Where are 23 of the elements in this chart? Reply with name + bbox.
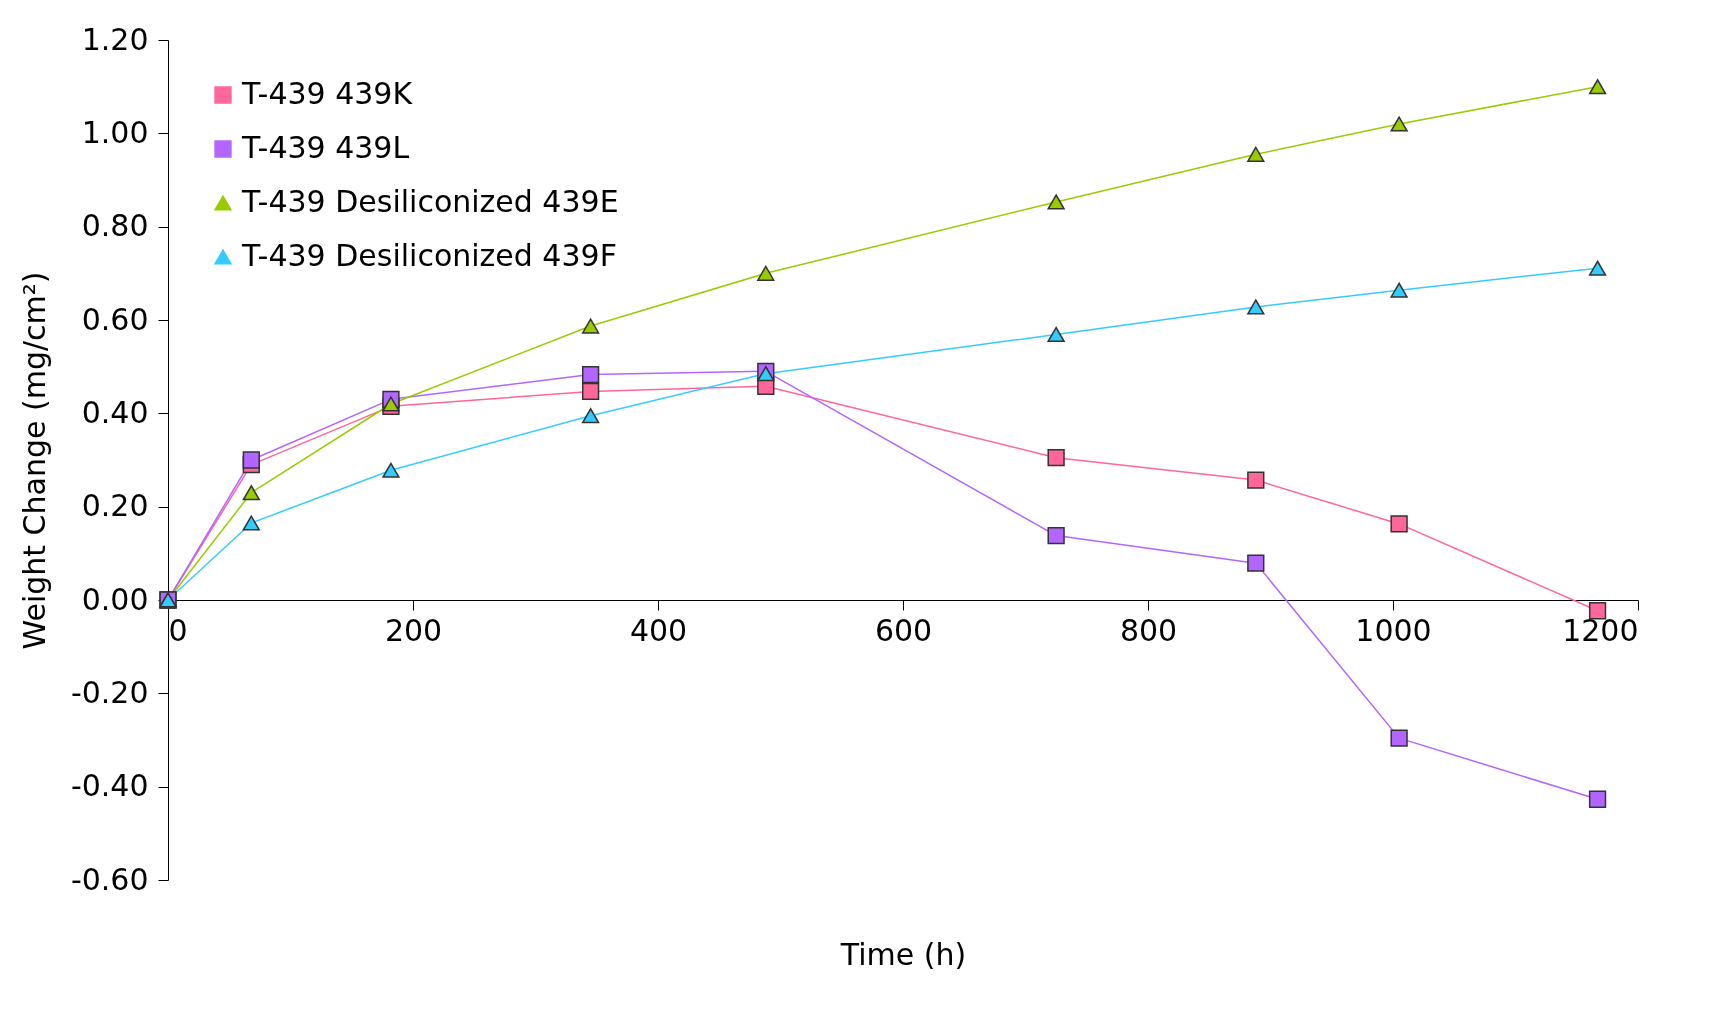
y-tick-label: 0.40 [81, 394, 149, 430]
y-tick-label: 0.00 [81, 581, 149, 617]
legend-label: T-439 Desiliconized 439E [241, 184, 619, 219]
x-tick-label: 1200 [1562, 612, 1639, 648]
x-tick-label: 1000 [1355, 612, 1432, 648]
y-tick-label: 0.80 [81, 208, 149, 244]
x-tick-label: 0 [168, 612, 188, 648]
y-tick-label: 0.60 [81, 301, 149, 337]
y-axis-title: Weight Change (mg/cm²) [16, 271, 52, 650]
y-tick-label: 0.20 [81, 488, 149, 524]
y-tick-label: -0.60 [70, 861, 149, 897]
x-tick-label: 800 [1119, 612, 1178, 648]
x-tick-label: 400 [629, 612, 688, 648]
legend-label: T-439 Desiliconized 439F [241, 238, 617, 273]
x-tick-label: 600 [874, 612, 933, 648]
y-tick-label: -0.40 [70, 768, 149, 804]
y-tick-label: -0.20 [70, 674, 149, 710]
y-tick-label: 1.00 [81, 114, 149, 150]
y-tick-label: 1.20 [81, 21, 149, 57]
legend-label: T-439 439L [241, 130, 410, 165]
legend-label: T-439 439K [241, 76, 414, 111]
x-tick-label: 200 [384, 612, 443, 648]
x-axis-title: Time (h) [839, 936, 967, 972]
